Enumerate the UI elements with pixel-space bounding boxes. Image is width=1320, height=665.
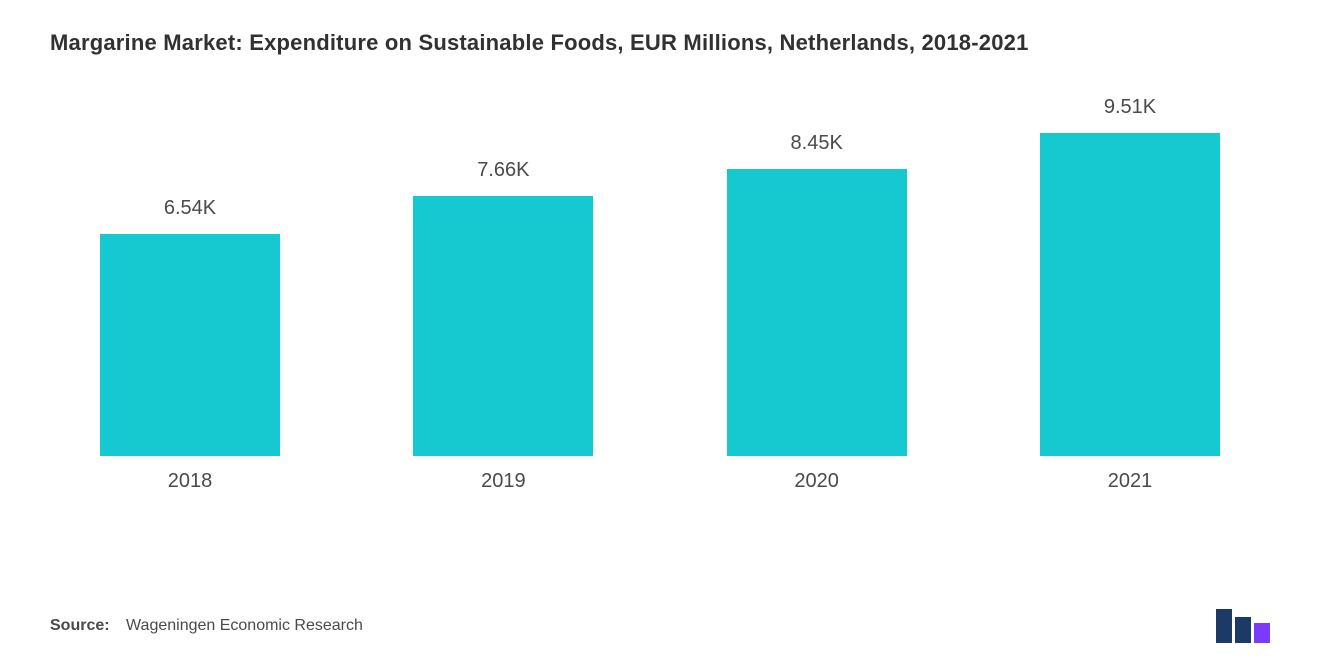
bar-value-label: 8.45K — [791, 132, 843, 155]
chart-area: 6.54K 7.66K 8.45K 9.51K 2018 2019 2020 2… — [50, 116, 1270, 526]
logo-bar-icon — [1254, 623, 1270, 643]
bar-value-label: 6.54K — [164, 197, 216, 220]
bar-group-2021: 9.51K — [1030, 96, 1230, 456]
footer: Source: Wageningen Economic Research — [50, 609, 1270, 643]
bar-group-2018: 6.54K — [90, 197, 290, 456]
bar-2019 — [413, 196, 593, 456]
source: Source: Wageningen Economic Research — [50, 617, 363, 635]
bar-2020 — [727, 169, 907, 456]
chart-container: Margarine Market: Expenditure on Sustain… — [0, 0, 1320, 665]
bar-2021 — [1040, 133, 1220, 456]
logo-bar-icon — [1216, 609, 1232, 643]
x-axis-labels: 2018 2019 2020 2021 — [50, 456, 1270, 493]
bars-row: 6.54K 7.66K 8.45K 9.51K — [50, 116, 1270, 456]
x-label-2018: 2018 — [90, 470, 290, 493]
logo-bar-icon — [1235, 617, 1251, 643]
bar-value-label: 9.51K — [1104, 96, 1156, 119]
bar-group-2019: 7.66K — [403, 159, 603, 456]
brand-logo — [1216, 609, 1270, 643]
x-label-2021: 2021 — [1030, 470, 1230, 493]
bar-value-label: 7.66K — [477, 159, 529, 182]
x-label-2019: 2019 — [403, 470, 603, 493]
source-label: Source: — [50, 617, 110, 634]
x-label-2020: 2020 — [717, 470, 917, 493]
source-text: Wageningen Economic Research — [126, 617, 363, 634]
bar-2018 — [100, 234, 280, 456]
chart-title: Margarine Market: Expenditure on Sustain… — [50, 30, 1270, 56]
bar-group-2020: 8.45K — [717, 132, 917, 456]
